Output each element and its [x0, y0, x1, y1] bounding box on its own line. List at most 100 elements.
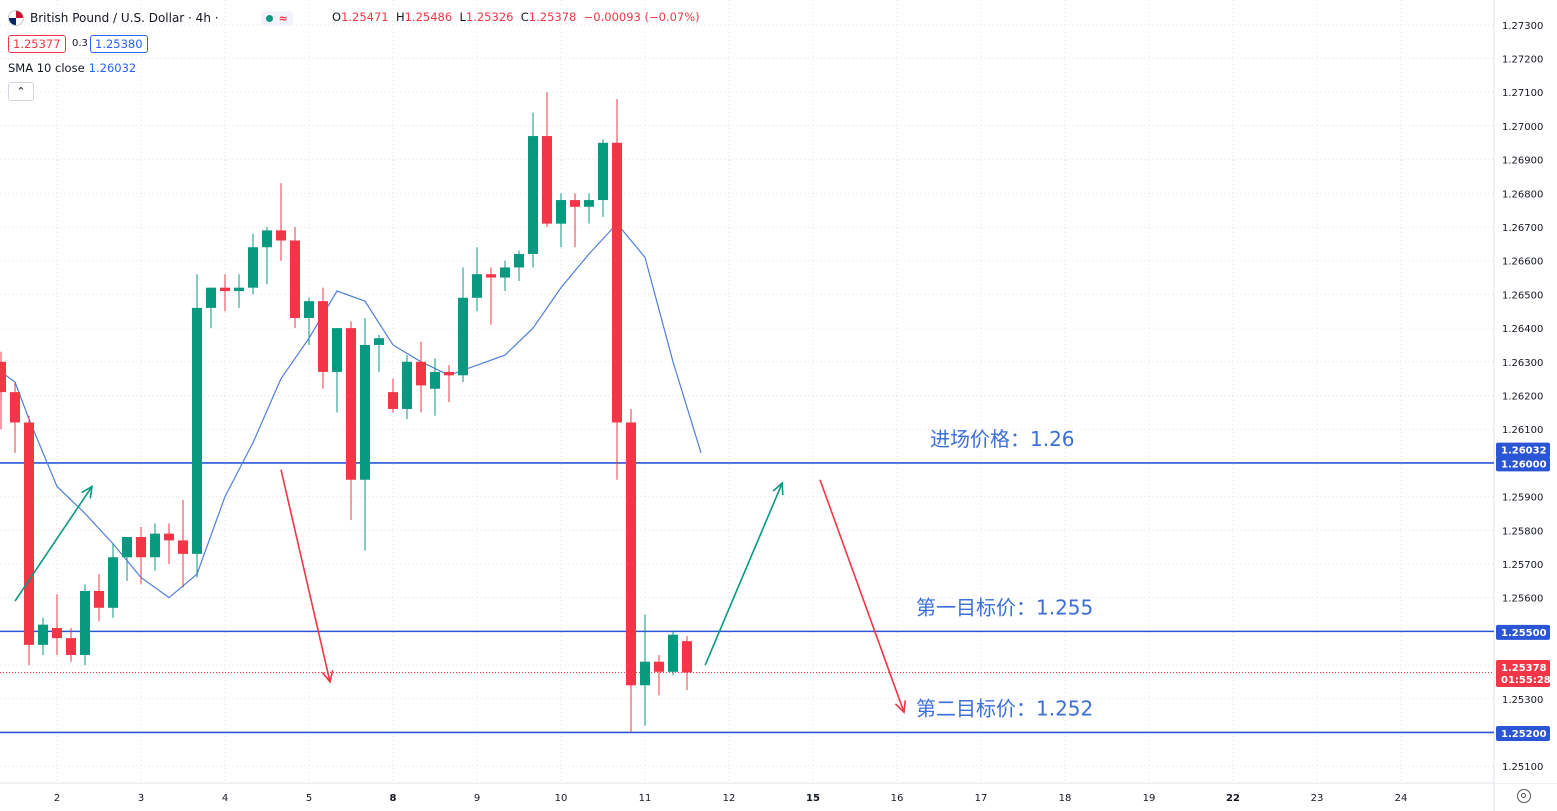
candle-body[interactable] [0, 361, 6, 393]
candle-body[interactable] [164, 533, 174, 541]
x-tick-label: 8 [390, 793, 397, 804]
candle-body[interactable] [206, 287, 216, 308]
settings-gear-icon[interactable] [1517, 789, 1531, 803]
candle-body[interactable] [486, 274, 496, 278]
candle-body[interactable] [234, 287, 244, 292]
sma-price-tag-text: 1.26032 [1501, 446, 1547, 457]
candle-body[interactable] [150, 533, 160, 558]
y-tick-label: 1.26200 [1502, 392, 1543, 403]
candle-body[interactable] [24, 422, 34, 645]
sma-price-tag [1496, 442, 1550, 458]
candle-body[interactable] [500, 267, 510, 278]
x-tick-label: 16 [891, 793, 904, 804]
ohlc-change: −0.00093 (−0.07%) [583, 10, 700, 24]
candle-body[interactable] [388, 392, 398, 409]
candle-body[interactable] [94, 590, 104, 608]
candle-body[interactable] [38, 624, 48, 645]
candle-body[interactable] [598, 142, 608, 201]
chevron-up-icon: ⌃ [16, 85, 26, 98]
candle-body[interactable] [682, 641, 692, 673]
candle-body[interactable] [290, 240, 300, 319]
sma10-line[interactable] [0, 222, 702, 599]
candle-body[interactable] [430, 371, 440, 389]
candle-body[interactable] [80, 590, 90, 655]
sell-price-button[interactable]: 1.25377 [8, 35, 66, 53]
ohlc-readout: O1.25471 H1.25486 L1.25326 C1.25378 −0.0… [332, 10, 700, 24]
last-price-tag-text: 01:55:28 [1501, 675, 1551, 686]
candle-body[interactable] [458, 297, 468, 376]
candle-body[interactable] [192, 307, 202, 554]
y-tick-label: 1.26300 [1502, 358, 1543, 369]
level-price-tag [1496, 725, 1550, 741]
sma-value: 1.26032 [88, 61, 137, 75]
candle-body[interactable] [360, 344, 370, 480]
candle-body[interactable] [220, 287, 230, 292]
sma-label: SMA 10 close [8, 61, 85, 75]
trend-arrow[interactable] [280, 469, 331, 683]
candle-body[interactable] [514, 253, 524, 268]
x-tick-label: 10 [555, 793, 568, 804]
candle-body[interactable] [122, 537, 132, 558]
candle-body[interactable] [10, 392, 20, 423]
candle-body[interactable] [52, 628, 62, 639]
y-tick-label: 1.25600 [1502, 594, 1543, 605]
candle-body[interactable] [136, 537, 146, 558]
candle-body[interactable] [654, 661, 664, 672]
candle-body[interactable] [108, 557, 118, 608]
trend-arrow[interactable] [14, 486, 93, 602]
y-tick-label: 1.26500 [1502, 290, 1543, 301]
arrow-head-icon [321, 670, 334, 684]
x-tick-label: 5 [306, 793, 312, 804]
candle-body[interactable] [178, 540, 188, 554]
candle-body[interactable] [472, 274, 482, 298]
candle-body[interactable] [332, 328, 342, 372]
last-price-tag-text: 1.25378 [1501, 663, 1547, 674]
candle-body[interactable] [66, 638, 76, 655]
last-price-tag [1496, 659, 1550, 687]
arrow-head-icon [81, 484, 94, 499]
symbol-title[interactable]: British Pound / U.S. Dollar · 4h · ≈ [8, 10, 293, 26]
level-price-tag-text: 1.25500 [1501, 628, 1547, 639]
candle-body[interactable] [612, 142, 622, 423]
candle-body[interactable] [668, 634, 678, 672]
candle-body[interactable] [444, 371, 454, 376]
x-tick-label: 17 [975, 793, 988, 804]
x-tick-label: 12 [723, 793, 736, 804]
x-tick-label: 23 [1311, 793, 1324, 804]
candle-body[interactable] [626, 422, 636, 686]
y-tick-label: 1.27000 [1502, 122, 1543, 133]
trend-arrow[interactable] [704, 482, 783, 666]
candle-body[interactable] [304, 301, 314, 318]
candle-body[interactable] [556, 200, 566, 224]
candle-body[interactable] [640, 661, 650, 686]
y-tick-label: 1.26600 [1502, 257, 1543, 268]
candle-body[interactable] [276, 230, 286, 241]
candle-body[interactable] [346, 328, 356, 480]
level-annotation: 进场价格：1.26 [930, 427, 1075, 451]
level-price-tag [1496, 456, 1550, 472]
candle-body[interactable] [248, 247, 258, 288]
candle-body[interactable] [416, 361, 426, 386]
trend-arrow[interactable] [819, 479, 905, 713]
x-tick-label: 9 [474, 793, 480, 804]
candle-body[interactable] [262, 230, 272, 248]
market-status-pill[interactable]: ≈ [260, 10, 293, 26]
candle-body[interactable] [402, 361, 412, 409]
sma-legend[interactable]: SMA 10 close 1.26032 [8, 61, 136, 75]
y-tick-label: 1.25700 [1502, 560, 1543, 571]
candle-body[interactable] [570, 200, 580, 207]
gbp-flag-icon [8, 10, 24, 26]
y-tick-label: 1.25800 [1502, 526, 1543, 537]
candle-body[interactable] [374, 338, 384, 345]
data-delay-icon: ≈ [278, 11, 288, 25]
buy-price-button[interactable]: 1.25380 [90, 35, 148, 53]
candle-body[interactable] [542, 136, 552, 224]
y-tick-label: 1.27100 [1502, 88, 1543, 99]
y-tick-label: 1.27200 [1502, 55, 1543, 66]
y-tick-label: 1.25900 [1502, 493, 1543, 504]
candle-body[interactable] [584, 200, 594, 207]
candle-body[interactable] [318, 301, 328, 372]
candle-body[interactable] [528, 136, 538, 254]
collapse-legend-button[interactable]: ⌃ [8, 82, 34, 101]
